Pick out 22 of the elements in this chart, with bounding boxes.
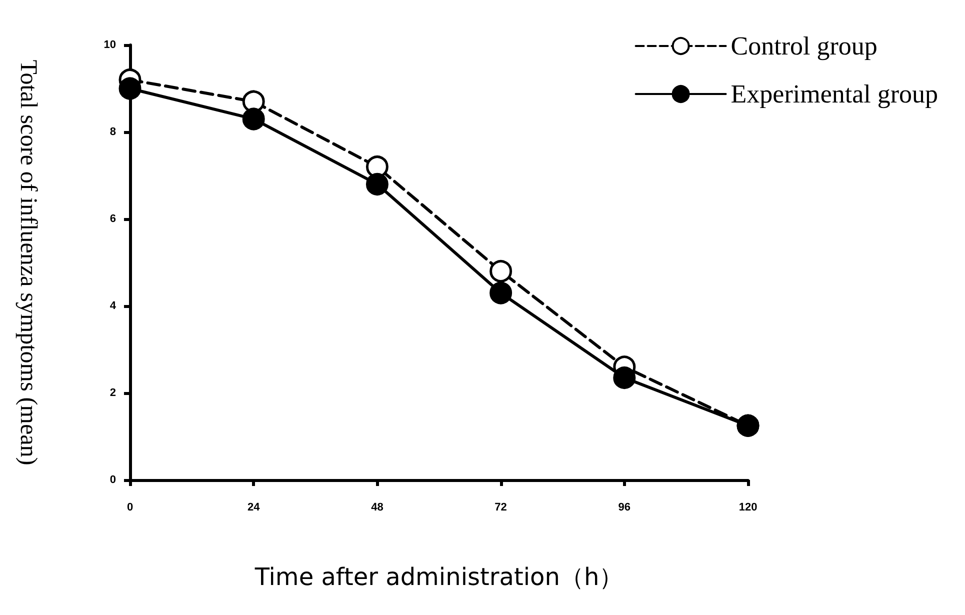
y-tick-label: 4 [110,300,117,312]
x-axis-title: Time after administration（h） [254,563,624,591]
x-tick-label: 72 [494,502,507,514]
y-tick-label: 0 [110,474,116,486]
point [490,260,512,282]
legend-label: Experimental group [730,80,938,108]
point [613,366,636,390]
x-tick-label: 0 [126,502,134,514]
point [118,77,142,100]
point [366,172,388,196]
x-tick-label: 48 [371,502,384,514]
x-tick-label: 120 [738,502,758,514]
x-tick-label: 96 [618,502,631,514]
y-tick-label: 2 [110,387,116,399]
y-tick-label: 6 [110,213,116,225]
y-tick-label: 10 [104,39,116,51]
point [490,282,512,304]
x-tick-label: 24 [247,502,261,514]
y-axis-title: Total score of influenza symptoms (mean) [15,60,41,466]
y-tick-label: 8 [110,126,116,138]
legend-label: Control group [730,32,878,60]
point [242,108,265,130]
